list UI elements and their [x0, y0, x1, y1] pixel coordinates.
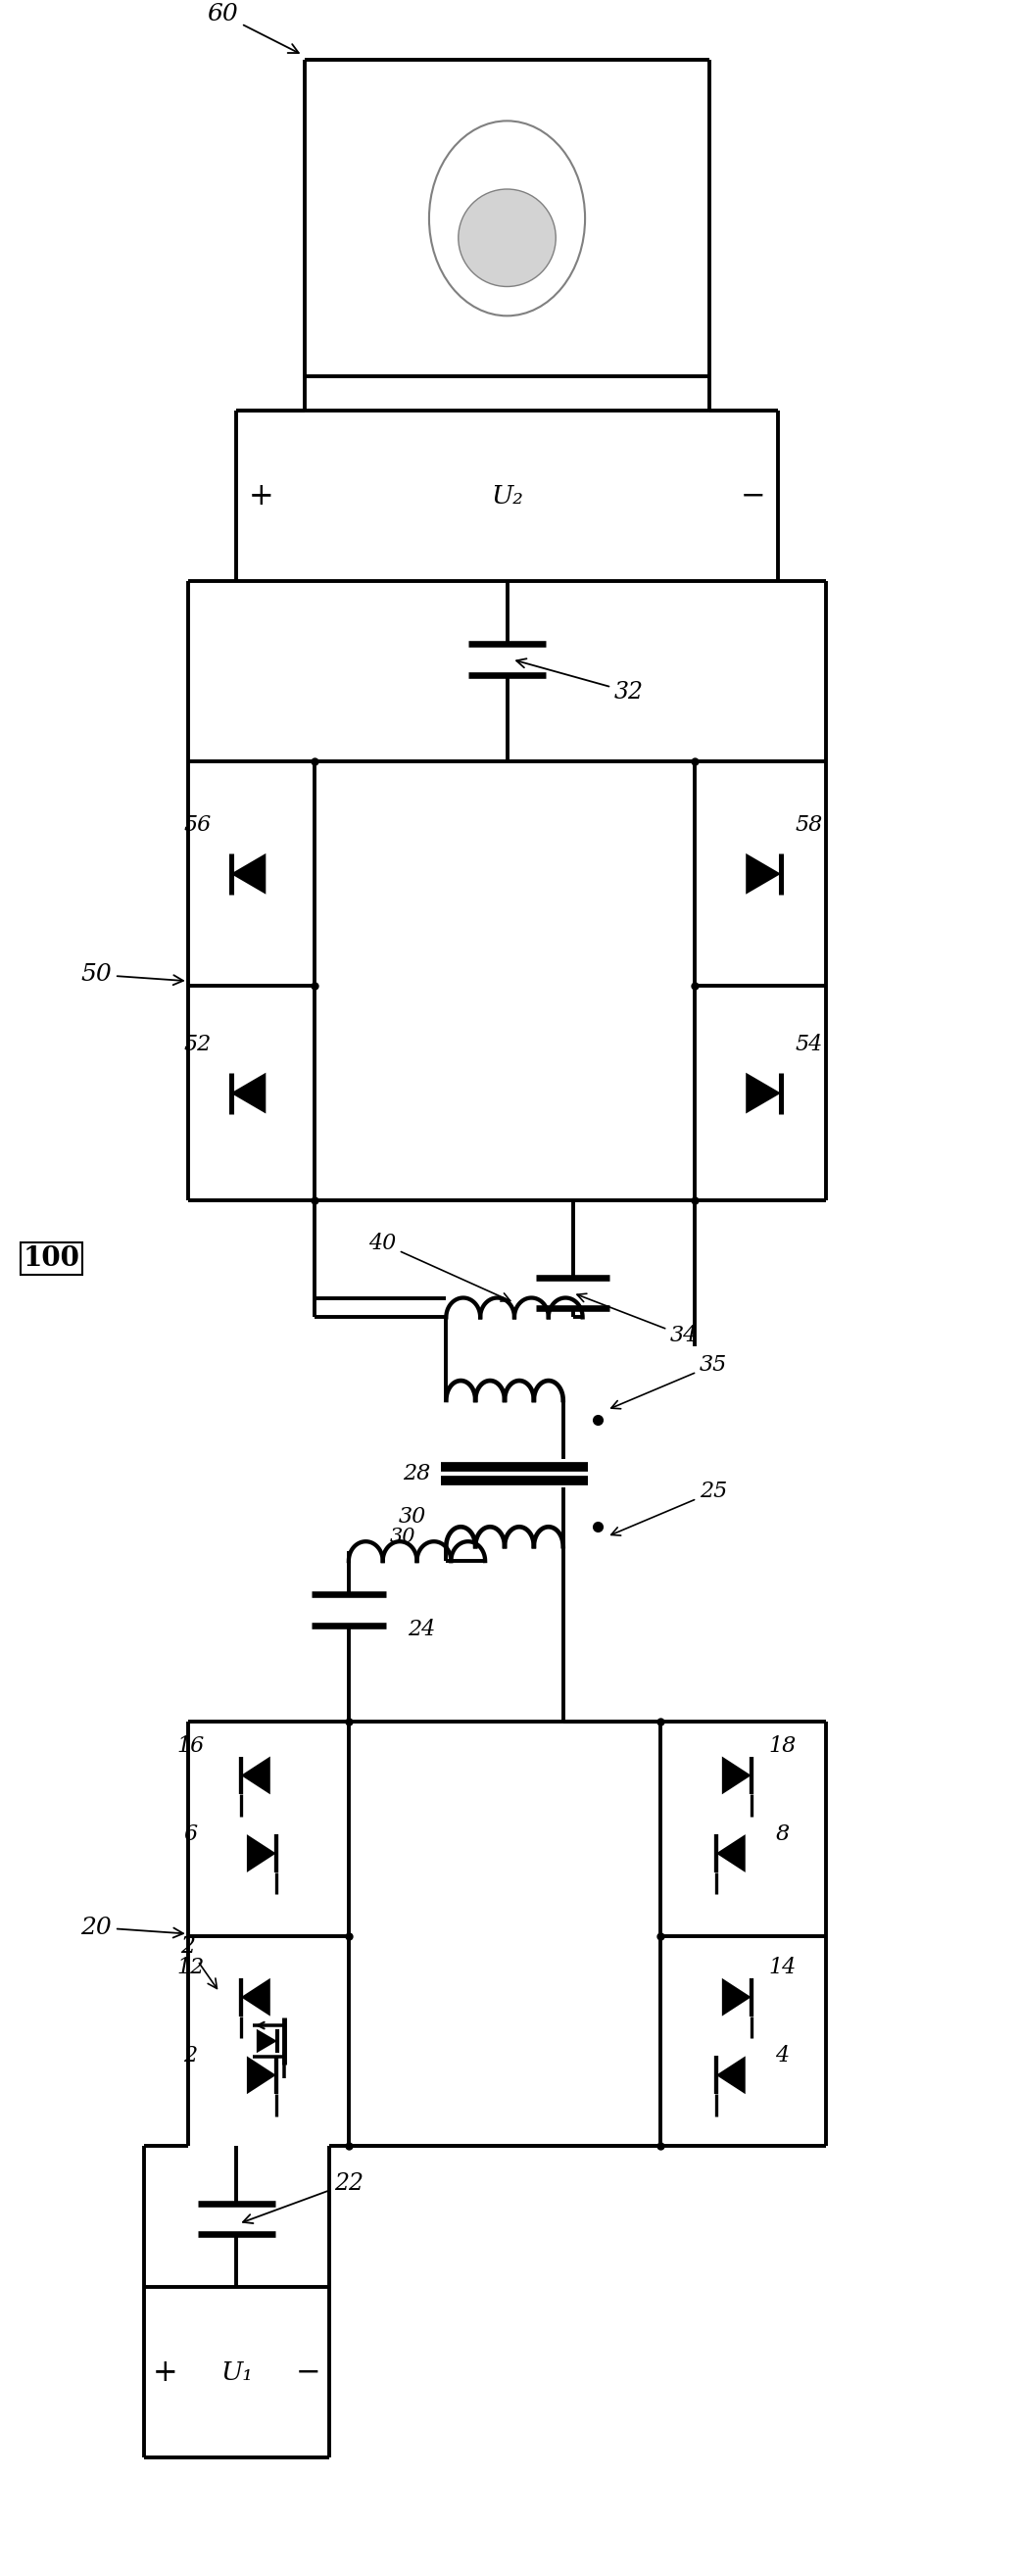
Text: 20: 20	[81, 1917, 183, 1940]
Text: 2: 2	[183, 2045, 198, 2066]
Polygon shape	[746, 853, 781, 894]
Polygon shape	[746, 1072, 781, 1113]
Text: 18: 18	[768, 1736, 796, 1757]
Text: 35: 35	[611, 1355, 728, 1409]
Text: 52: 52	[183, 1033, 212, 1056]
Text: 30: 30	[389, 1528, 416, 1546]
Polygon shape	[230, 853, 266, 894]
Polygon shape	[716, 1834, 745, 1873]
Text: +: +	[249, 482, 273, 510]
Text: 50: 50	[81, 963, 183, 987]
Text: +: +	[153, 2357, 178, 2388]
Text: 2: 2	[180, 1935, 217, 1989]
Polygon shape	[257, 2030, 277, 2053]
Text: 32: 32	[517, 659, 644, 703]
Text: 100: 100	[23, 1247, 79, 1273]
Text: 28: 28	[404, 1463, 431, 1484]
Text: 8: 8	[775, 1824, 790, 1844]
Text: U₁: U₁	[220, 2360, 253, 2385]
Text: 4: 4	[775, 2045, 790, 2066]
Text: U₂: U₂	[491, 484, 523, 507]
Text: 56: 56	[183, 814, 212, 835]
Polygon shape	[716, 2056, 745, 2094]
Polygon shape	[240, 1757, 270, 1795]
Text: 54: 54	[796, 1033, 823, 1056]
Text: 22: 22	[243, 2172, 364, 2223]
Polygon shape	[247, 2056, 276, 2094]
Polygon shape	[247, 1834, 276, 1873]
Text: −: −	[741, 482, 765, 510]
Text: 16: 16	[176, 1736, 204, 1757]
Polygon shape	[240, 1978, 270, 2017]
Text: 58: 58	[796, 814, 823, 835]
Text: 34: 34	[577, 1293, 698, 1347]
Text: 40: 40	[368, 1231, 511, 1301]
Text: 30: 30	[398, 1507, 426, 1528]
Text: −: −	[296, 2357, 320, 2388]
Text: 60: 60	[207, 3, 299, 54]
Text: 24: 24	[408, 1618, 435, 1641]
Polygon shape	[230, 1072, 266, 1113]
Text: 6: 6	[183, 1824, 198, 1844]
Polygon shape	[722, 1757, 751, 1795]
Text: 25: 25	[611, 1481, 728, 1535]
Text: 14: 14	[768, 1958, 796, 1978]
Ellipse shape	[459, 188, 555, 286]
Polygon shape	[722, 1978, 751, 2017]
Text: 12: 12	[176, 1958, 204, 1978]
